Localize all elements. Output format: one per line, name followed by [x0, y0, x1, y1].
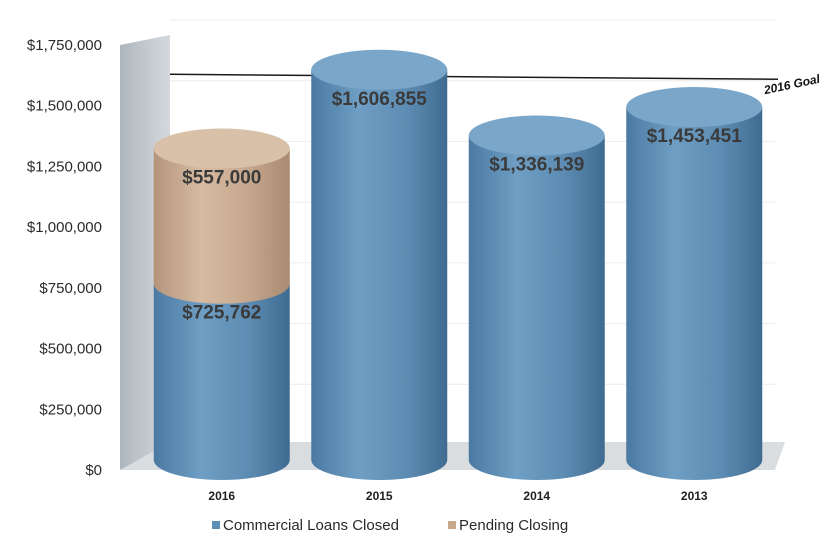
y-tick-label: $1,000,000: [27, 219, 102, 236]
bar-pending-closing-2016: [153, 148, 290, 304]
legend: Commercial Loans Closed Pending Closing: [212, 517, 568, 534]
y-tick-label: $750,000: [39, 280, 102, 297]
y-tick-label: $500,000: [39, 341, 102, 358]
y-tick-label: $250,000: [39, 401, 102, 418]
data-label: $1,336,139: [489, 155, 584, 176]
x-tick-label: 2013: [681, 489, 708, 503]
x-tick-label: 2016: [208, 489, 235, 503]
goal-line: [169, 73, 779, 81]
legend-label: Commercial Loans Closed: [223, 517, 399, 534]
y-tick-label: $1,750,000: [27, 37, 102, 54]
bar-commercial-loans-closed-2015: [311, 69, 448, 480]
y-tick-label: $1,250,000: [27, 158, 102, 175]
bar-commercial-loans-closed-2016: [153, 283, 290, 480]
bar-commercial-loans-closed-2014: [468, 135, 605, 480]
y-tick-label: $0: [85, 462, 102, 479]
bar-top: [311, 49, 448, 90]
data-label: $1,606,855: [332, 89, 428, 110]
y-tick-label: $1,500,000: [27, 98, 102, 115]
data-label: $1,453,451: [647, 126, 743, 147]
bar-group-2013: $1,453,451: [626, 87, 763, 480]
x-tick-label: 2014: [523, 489, 550, 503]
legend-swatch: [212, 521, 220, 529]
bar-commercial-loans-closed-2013: [626, 107, 763, 480]
bar-top: [468, 115, 605, 156]
bar-group-2014: $1,336,139: [468, 115, 605, 480]
bar-top: [153, 128, 290, 169]
legend-label: Pending Closing: [459, 517, 568, 534]
bar-group-2015: $1,606,855: [311, 49, 448, 480]
data-label: $725,762: [182, 303, 261, 324]
bar-top: [626, 87, 763, 128]
legend-swatch: [448, 521, 456, 529]
bar-group-2016: $725,762 $557,000: [153, 128, 290, 480]
goal-label: 2016 Goal: [762, 72, 822, 98]
data-label: $557,000: [182, 167, 261, 188]
x-tick-label: 2015: [366, 489, 393, 503]
